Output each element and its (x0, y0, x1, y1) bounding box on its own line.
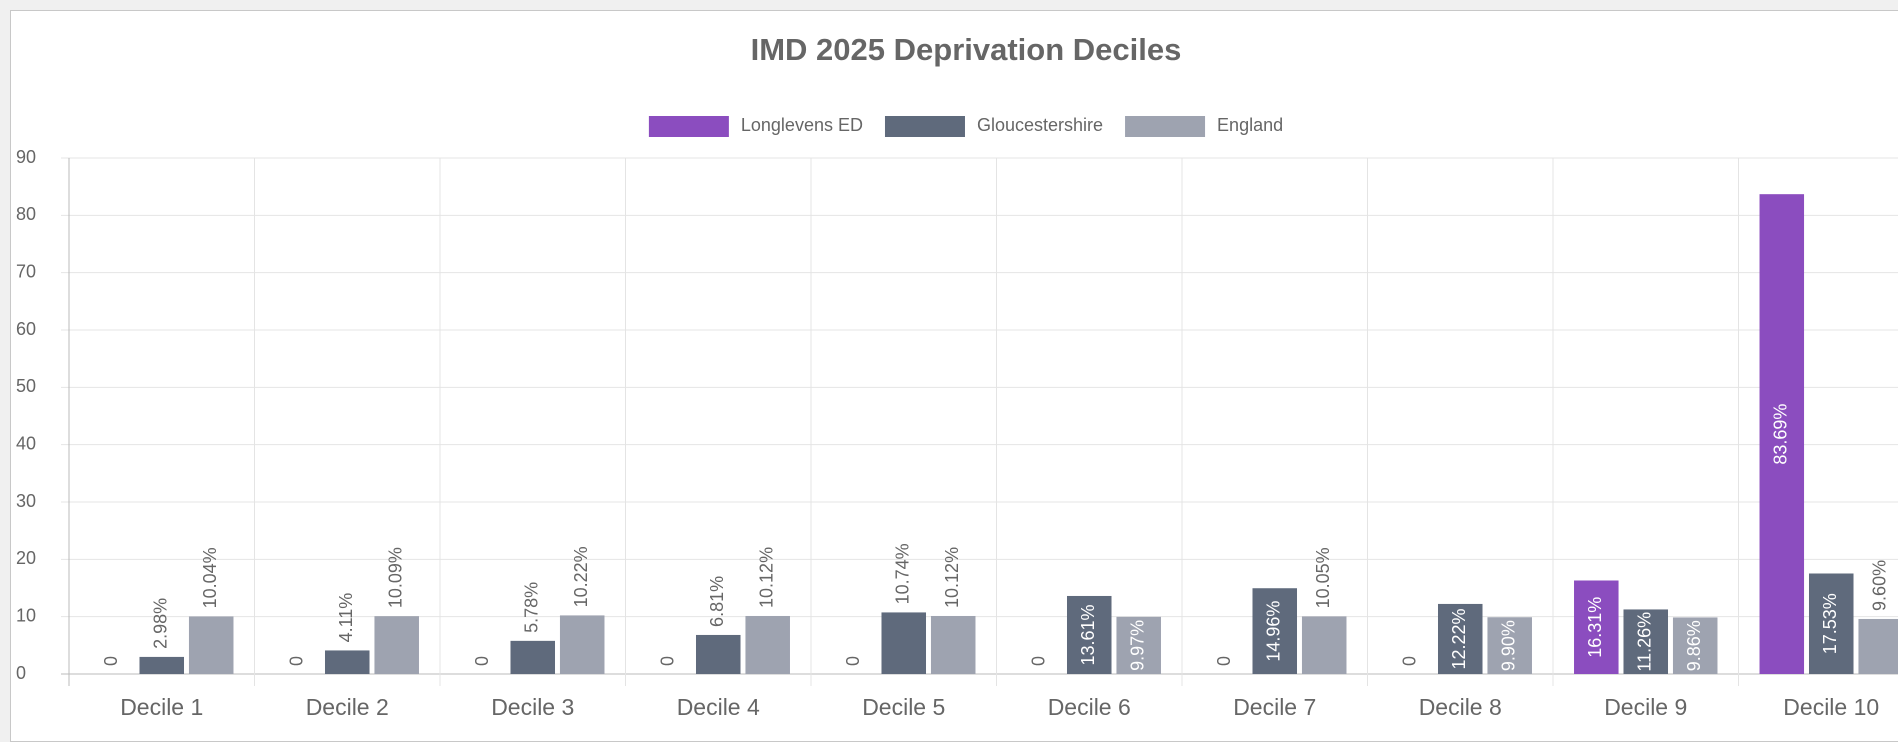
bar (559, 615, 605, 674)
bar (374, 616, 419, 674)
data-label: 2.98% (151, 598, 171, 649)
chart: IMD 2025 Deprivation Deciles 0 10 20 30 40 50… (16, 32, 1898, 720)
data-label: 11.26% (1635, 612, 1655, 672)
x-tick-label: Decile 1 (120, 694, 203, 720)
data-label: 14.96% (1264, 601, 1284, 662)
bar (695, 634, 741, 674)
data-label: 0 (101, 656, 121, 666)
y-tick-label: 10 (16, 605, 36, 625)
data-label: 9.90% (1498, 620, 1518, 671)
data-label: 0 (472, 656, 492, 666)
bar (745, 615, 790, 674)
data-label: 0 (1400, 656, 1420, 666)
y-tick-label: 30 (16, 491, 36, 511)
data-label: 10.05% (1313, 547, 1333, 608)
bar (1066, 595, 1112, 674)
bar (1672, 617, 1718, 674)
bar (1808, 573, 1854, 674)
x-tick-label: Decile 8 (1419, 694, 1502, 720)
data-label: 4.11% (336, 593, 356, 643)
y-tick-label: 70 (16, 261, 36, 281)
data-label: 16.31% (1585, 597, 1605, 658)
bar (881, 612, 927, 674)
data-label: 10.12% (756, 547, 776, 608)
y-tick-label: 0 (16, 663, 26, 683)
bar (1759, 194, 1805, 674)
data-label: 10.09% (385, 547, 405, 608)
legend-swatch (1125, 116, 1206, 137)
x-tick-label: Decile 7 (1233, 694, 1316, 720)
y-tick-label: 50 (16, 376, 36, 396)
bar (139, 656, 185, 674)
bar (1574, 580, 1619, 674)
data-label: 0 (1029, 656, 1049, 666)
y-tick-label: 20 (16, 548, 36, 568)
bar (1437, 603, 1483, 674)
legend-swatch (884, 116, 965, 137)
data-label: 12.22% (1449, 608, 1469, 669)
data-label: 9.86% (1684, 620, 1704, 671)
bar (1116, 616, 1161, 674)
data-label: 0 (1214, 656, 1234, 666)
data-label: 0 (287, 656, 307, 666)
data-label: 6.81% (707, 576, 727, 627)
y-tick-label: 90 (16, 147, 36, 167)
data-label: 83.69% (1771, 404, 1791, 465)
bar (1252, 588, 1298, 674)
data-label: 10.22% (571, 546, 591, 607)
bar (1858, 618, 1898, 674)
data-label: 17.53% (1820, 593, 1840, 654)
y-tick-label: 40 (16, 433, 36, 453)
bar (1301, 616, 1347, 674)
data-label: 0 (843, 656, 863, 666)
x-tick-label: Decile 10 (1783, 694, 1879, 720)
x-tick-label: Decile 9 (1604, 694, 1687, 720)
chart-title: IMD 2025 Deprivation Deciles (751, 32, 1182, 67)
y-tick-label: 60 (16, 319, 36, 339)
legend-label: Longlevens ED (741, 115, 863, 135)
page: IMD 2025 Deprivation Deciles 0 10 20 30 40 50… (10, 10, 1898, 742)
bar (930, 615, 976, 674)
data-label: 9.97% (1127, 620, 1147, 671)
data-label: 10.74% (893, 543, 913, 604)
x-tick-label: Decile 3 (491, 694, 574, 720)
bar (510, 640, 556, 674)
y-tick-label: 80 (16, 204, 36, 224)
legend-swatch (648, 116, 729, 137)
x-tick-label: Decile 4 (677, 694, 760, 720)
legend-label: England (1217, 115, 1283, 135)
bar (324, 650, 370, 674)
bar (188, 616, 234, 674)
x-tick-label: Decile 2 (306, 694, 389, 720)
data-label: 10.12% (942, 547, 962, 608)
data-label: 0 (658, 656, 678, 666)
legend-label: Gloucestershire (977, 115, 1103, 135)
data-label: 13.61% (1078, 604, 1098, 665)
x-tick-label: Decile 6 (1048, 694, 1131, 720)
bar (1623, 609, 1669, 674)
bar (1487, 617, 1532, 674)
data-label: 9.60% (1869, 560, 1889, 611)
data-label: 10.04% (200, 547, 220, 608)
x-tick-label: Decile 5 (862, 694, 945, 720)
data-label: 5.78% (522, 582, 542, 633)
